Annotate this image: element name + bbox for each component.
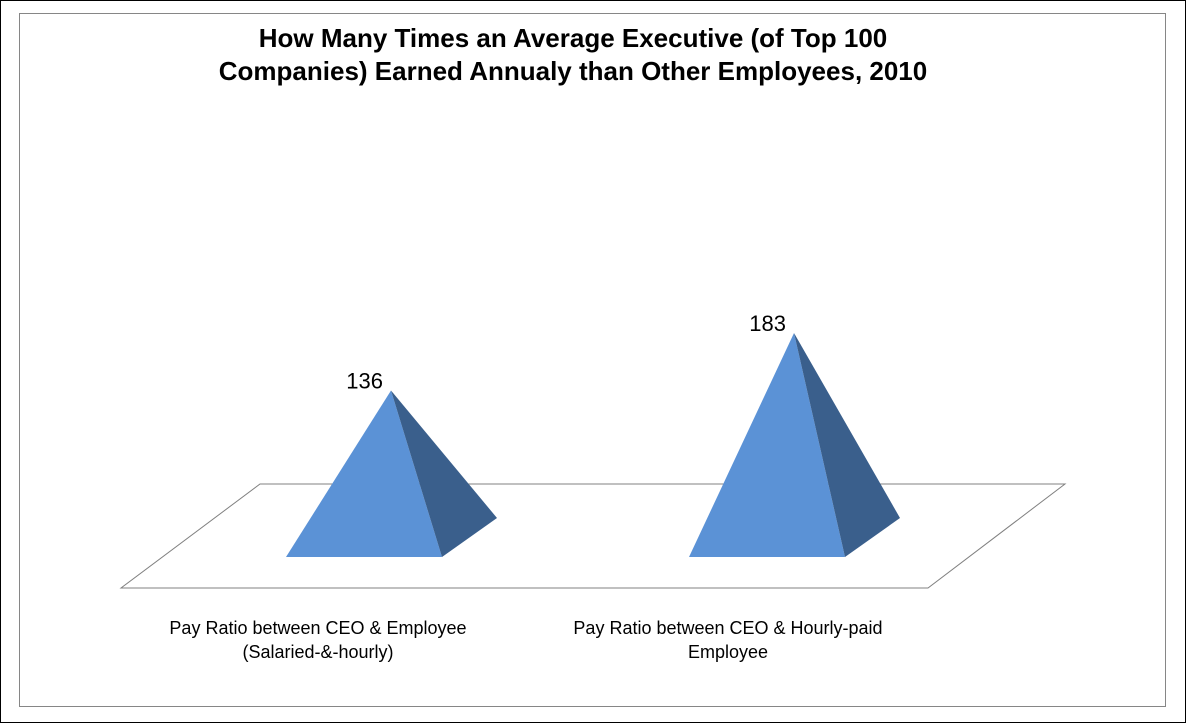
data-label-2: 183 [749, 311, 786, 336]
pyramid-front-2 [689, 333, 845, 557]
category-label-2-line-2: Employee [687, 642, 769, 662]
category-label-1: Pay Ratio between CEO & Employee (Salari… [108, 616, 528, 664]
pyramid-side-2 [794, 333, 900, 557]
data-labels: 136 183 [346, 311, 786, 394]
floor-plane [119, 483, 1067, 589]
data-label-1: 136 [346, 369, 383, 394]
chart-area [19, 13, 1166, 707]
pyramid-front-1 [286, 390, 442, 557]
category-label-2: Pay Ratio between CEO & Hourly-paid Empl… [518, 616, 938, 664]
category-label-1-line-2: (Salaried-&-hourly) [242, 642, 394, 662]
chart-title-line-2: Companies) Earned Annualy than Other Emp… [218, 56, 928, 86]
chart-title-line-1: How Many Times an Average Executive (of … [258, 23, 888, 53]
pyramid-bars [286, 333, 900, 557]
pyramid-side-1 [391, 390, 497, 557]
category-label-2-line-1: Pay Ratio between CEO & Hourly-paid [573, 618, 883, 638]
chart-title: How Many Times an Average Executive (of … [0, 22, 1146, 88]
category-label-1-line-1: Pay Ratio between CEO & Employee [169, 618, 467, 638]
